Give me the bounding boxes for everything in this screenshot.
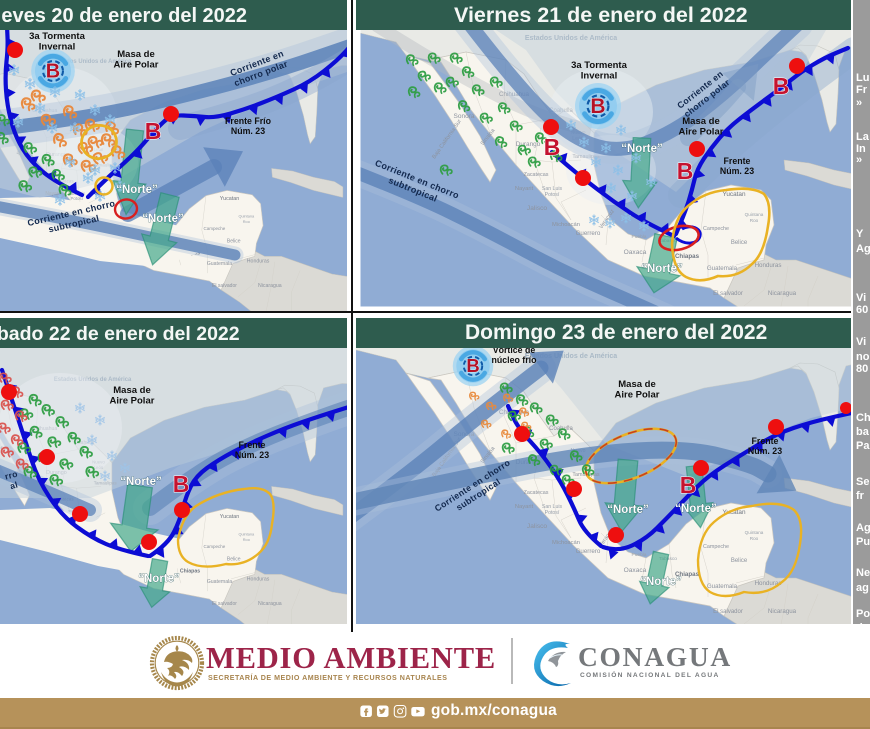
- svg-text:“Norte”: “Norte”: [640, 576, 682, 588]
- svg-text:“Norte”: “Norte”: [120, 476, 162, 488]
- svg-text:“Norte”: “Norte”: [675, 503, 717, 515]
- svg-text:B: B: [544, 134, 561, 160]
- svg-text:rroal: rroal: [4, 469, 22, 492]
- svg-text:B: B: [466, 355, 479, 376]
- svg-text:“Norte”: “Norte”: [116, 184, 158, 196]
- svg-text:“Norte”: “Norte”: [138, 573, 180, 585]
- svg-text:“Norte”: “Norte”: [142, 213, 184, 225]
- svg-text:B: B: [173, 471, 190, 497]
- svg-text:B: B: [773, 73, 790, 99]
- svg-text:B: B: [46, 61, 60, 83]
- svg-text:B: B: [677, 158, 694, 184]
- svg-text:“Norte”: “Norte”: [621, 143, 663, 155]
- svg-text:“Norte”: “Norte”: [641, 263, 683, 275]
- svg-text:“Norte”: “Norte”: [607, 504, 649, 516]
- svg-text:B: B: [680, 472, 697, 498]
- svg-text:B: B: [145, 118, 162, 144]
- svg-text:B: B: [590, 95, 605, 118]
